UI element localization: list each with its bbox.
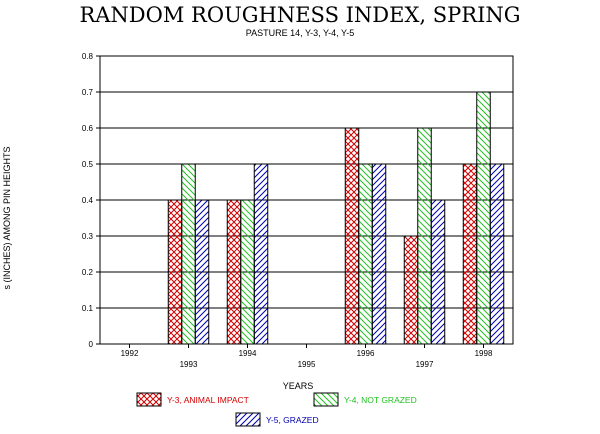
bar-y-5-grazed-1994 (253, 163, 269, 345)
bar-y-4-not-grazed-1994 (240, 199, 255, 345)
y-axis-label: s (INCHES) AMONG PIN HEIGHTS (2, 146, 12, 289)
bar-y-3-animal-impact-1996 (344, 127, 360, 345)
x-tick-label-1994: 1994 (239, 349, 257, 358)
legend-label-y-4-not-grazed: Y-4, NOT GRAZED (344, 395, 417, 405)
legend-label-y-3-animal-impact: Y-3, ANIMAL IMPACT (167, 395, 249, 405)
y-tick-label: 0.6 (82, 124, 94, 133)
bar-y-4-not-grazed-1993 (181, 163, 196, 345)
y-axis-ticks: 0 0.1 0.2 0.3 0.4 0.5 0.6 0.7 0.8 (82, 52, 100, 349)
gridlines (100, 91, 513, 309)
x-tick-label-1995: 1995 (298, 360, 316, 369)
bar-y-5-grazed-1997 (430, 199, 446, 345)
bar-y-3-animal-impact-1993 (167, 199, 183, 345)
y-tick-label: 0.4 (82, 196, 94, 205)
bar-y-5-grazed-1996 (371, 163, 387, 345)
legend: Y-3, ANIMAL IMPACT Y-4, NOT GRAZED Y-5, GR… (136, 392, 417, 427)
bars (167, 91, 505, 345)
x-axis-label: YEARS (283, 381, 314, 391)
bar-y-5-grazed-1998 (489, 163, 505, 345)
bar-y-3-animal-impact-1997 (403, 235, 419, 345)
x-axis-ticks: 1992 1993 1994 1995 1996 1997 1998 (121, 344, 493, 369)
bar-y-4-not-grazed-1998 (476, 91, 491, 345)
x-tick-label-1996: 1996 (357, 349, 375, 358)
legend-swatch-y-3-animal-impact (136, 392, 162, 407)
y-tick-label: 0.7 (82, 88, 94, 97)
legend-swatch-y-4-not-grazed (313, 392, 339, 407)
bar-y-3-animal-impact-1998 (462, 163, 478, 345)
y-tick-label: 0 (89, 340, 94, 349)
x-tick-label-1993: 1993 (180, 360, 198, 369)
legend-swatch-y-5-grazed (235, 412, 261, 427)
bar-y-4-not-grazed-1996 (358, 163, 373, 345)
bar-y-4-not-grazed-1997 (417, 127, 432, 345)
x-tick-label-1998: 1998 (475, 349, 493, 358)
chart-title: RANDOM ROUGHNESS INDEX, SPRING (79, 3, 520, 27)
x-tick-label-1992: 1992 (121, 349, 139, 358)
legend-label-y-5-grazed: Y-5, GRAZED (266, 415, 319, 425)
chart-subtitle: PASTURE 14, Y-3, Y-4, Y-5 (246, 28, 354, 38)
bar-y-3-animal-impact-1994 (226, 199, 242, 345)
y-tick-label: 0.8 (82, 52, 94, 61)
x-tick-label-1997: 1997 (416, 360, 434, 369)
y-tick-label: 0.2 (82, 268, 94, 277)
y-tick-label: 0.3 (82, 232, 94, 241)
bar-y-5-grazed-1993 (194, 199, 210, 345)
y-tick-label: 0.1 (82, 304, 94, 313)
y-tick-label: 0.5 (82, 160, 94, 169)
